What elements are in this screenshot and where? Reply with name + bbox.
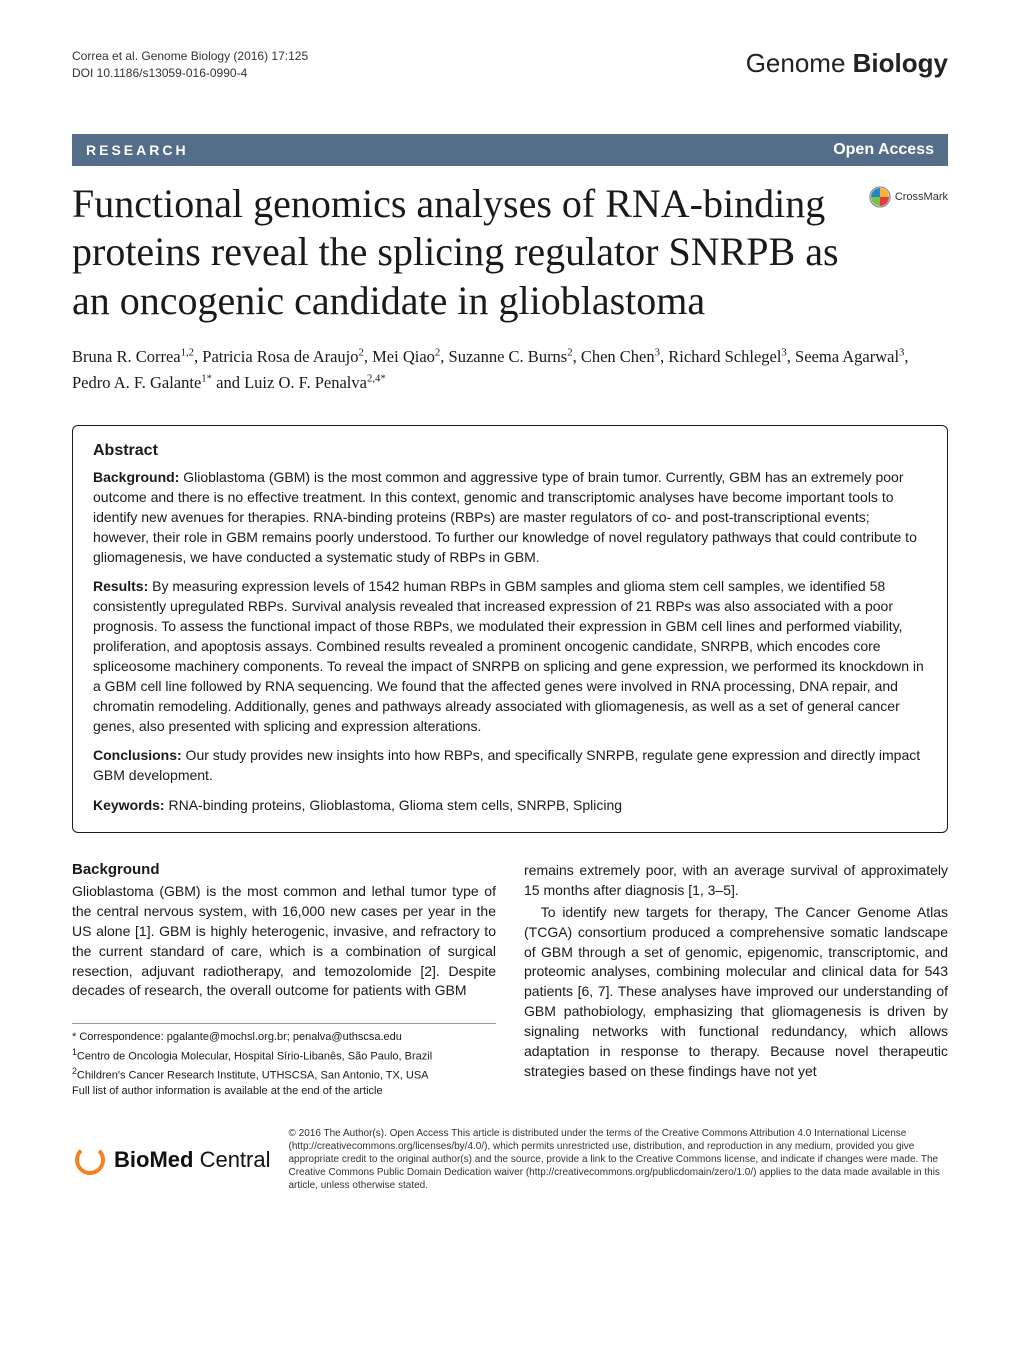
bmc-icon (72, 1142, 108, 1178)
author-info-note: Full list of author information is avail… (72, 1084, 496, 1099)
crossmark-badge[interactable]: CrossMark (869, 186, 948, 208)
affiliation-1: 1Centro de Oncologia Molecular, Hospital… (72, 1046, 496, 1065)
page-footer: BioMed Central © 2016 The Author(s). Ope… (72, 1127, 948, 1192)
abstract-keywords: Keywords: RNA-binding proteins, Glioblas… (93, 796, 927, 816)
biomedcentral-logo: BioMed Central (72, 1142, 271, 1178)
affiliation-2: 2Children's Cancer Research Institute, U… (72, 1065, 496, 1084)
page-header: Correa et al. Genome Biology (2016) 17:1… (72, 48, 948, 82)
abstract-heading: Abstract (93, 442, 927, 460)
abstract-background-text: Glioblastoma (GBM) is the most common an… (93, 469, 917, 565)
running-head: Correa et al. Genome Biology (2016) 17:1… (72, 48, 308, 65)
journal-word-1: Genome (746, 48, 846, 78)
abstract-results: Results: By measuring expression levels … (93, 577, 927, 736)
abstract-conclusions-label: Conclusions: (93, 747, 182, 763)
right-column: remains extremely poor, with an average … (524, 861, 948, 1099)
left-column: Background Glioblastoma (GBM) is the mos… (72, 861, 496, 1099)
open-access-label: Open Access (833, 141, 934, 159)
abstract-conclusions-text: Our study provides new insights into how… (93, 747, 920, 783)
journal-logo: Genome Biology (746, 48, 948, 79)
journal-word-2: Biology (853, 48, 948, 78)
abstract-conclusions: Conclusions: Our study provides new insi… (93, 746, 927, 786)
abstract-box: Abstract Background: Glioblastoma (GBM) … (72, 425, 948, 833)
article-type-label: RESEARCH (86, 142, 189, 158)
background-para-2: To identify new targets for therapy, The… (524, 903, 948, 1082)
abstract-background-label: Background: (93, 469, 179, 485)
crossmark-label: CrossMark (895, 191, 948, 203)
abstract-background: Background: Glioblastoma (GBM) is the mo… (93, 468, 927, 567)
background-para-1: Glioblastoma (GBM) is the most common an… (72, 882, 496, 1001)
background-heading: Background (72, 861, 496, 878)
article-title: Functional genomics analyses of RNA-bind… (72, 180, 849, 326)
section-banner: RESEARCH Open Access (72, 134, 948, 166)
doi: DOI 10.1186/s13059-016-0990-4 (72, 65, 308, 82)
citation-identifier: Correa et al. Genome Biology (2016) 17:1… (72, 48, 308, 82)
abstract-results-label: Results: (93, 578, 148, 594)
abstract-results-text: By measuring expression levels of 1542 h… (93, 578, 924, 733)
correspondence-block: * Correspondence: pgalante@mochsl.org.br… (72, 1023, 496, 1099)
author-list: Bruna R. Correa1,2, Patricia Rosa de Ara… (72, 344, 948, 395)
crossmark-icon (869, 186, 891, 208)
license-text: © 2016 The Author(s). Open Access This a… (289, 1127, 949, 1192)
bmc-text: BioMed Central (114, 1147, 271, 1173)
correspondence-emails: * Correspondence: pgalante@mochsl.org.br… (72, 1030, 496, 1045)
abstract-keywords-text: RNA-binding proteins, Glioblastoma, Glio… (165, 797, 623, 813)
background-para-1-cont: remains extremely poor, with an average … (524, 861, 948, 901)
abstract-keywords-label: Keywords: (93, 797, 165, 813)
body-columns: Background Glioblastoma (GBM) is the mos… (72, 861, 948, 1099)
